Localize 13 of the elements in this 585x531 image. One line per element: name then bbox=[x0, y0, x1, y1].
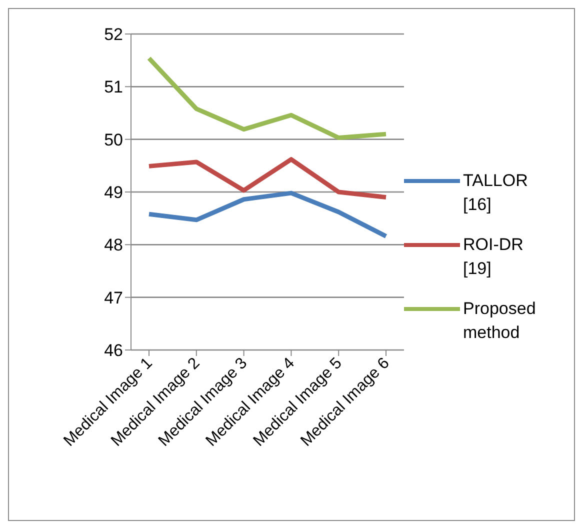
line-series bbox=[146, 56, 388, 140]
legend-label: ROI-DR [19] bbox=[463, 234, 524, 280]
y-tick-label: 47 bbox=[104, 288, 123, 308]
y-tick-label: 48 bbox=[104, 236, 123, 255]
legend-label: Proposed method bbox=[463, 298, 537, 344]
y-tick-label: 51 bbox=[104, 78, 123, 97]
line-series bbox=[146, 190, 388, 238]
y-tick-label: 46 bbox=[104, 341, 123, 360]
y-tick-label: 49 bbox=[104, 183, 123, 202]
legend-label: TALLOR [16] bbox=[463, 170, 529, 216]
y-tick-label: 52 bbox=[104, 25, 123, 44]
line-series bbox=[146, 157, 388, 200]
y-tick-label: 50 bbox=[104, 130, 123, 150]
